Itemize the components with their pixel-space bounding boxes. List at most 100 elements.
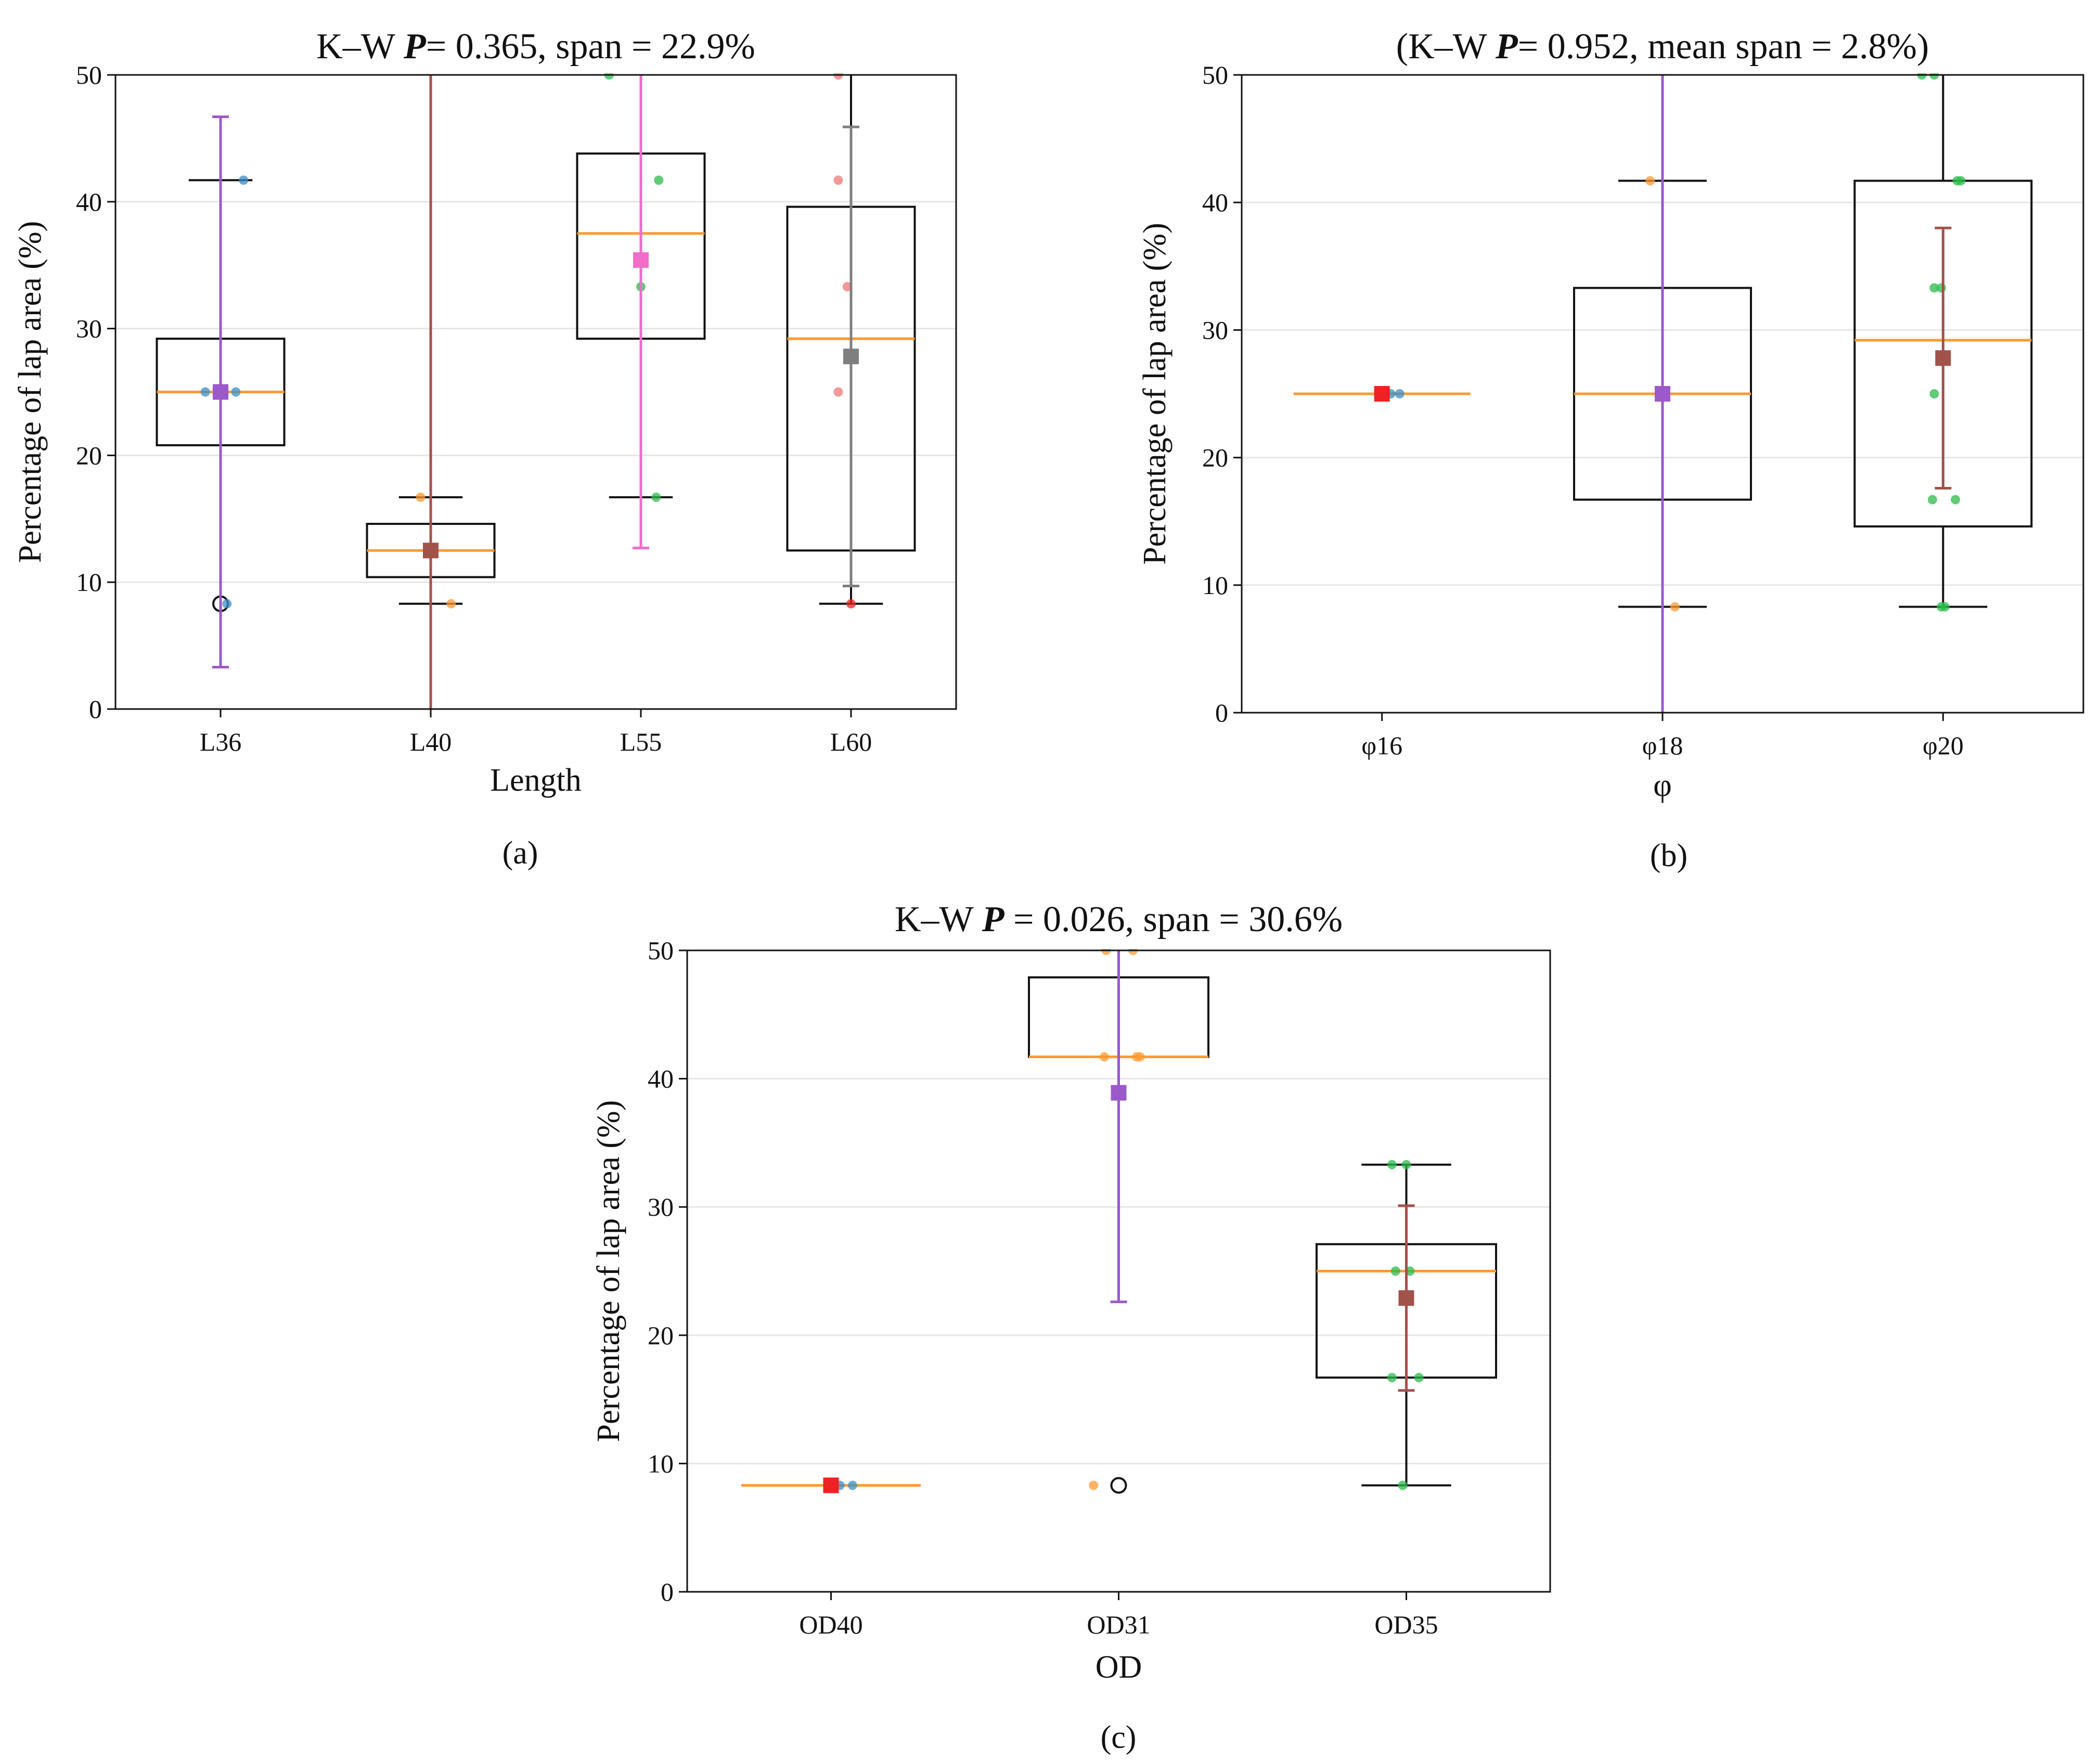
data-point — [231, 387, 241, 397]
x-tick-label: OD31 — [1087, 1610, 1150, 1639]
x-axis-label: φ — [1653, 768, 1672, 803]
box-group — [1293, 386, 1471, 402]
x-tick-label: OD35 — [1374, 1610, 1438, 1639]
y-tick-label: 30 — [76, 314, 102, 343]
y-tick-label: 20 — [648, 1321, 674, 1350]
data-point — [1670, 602, 1680, 612]
y-tick-label: 0 — [89, 694, 102, 724]
plot-area-c — [741, 949, 1497, 1494]
y-tick-label: 10 — [648, 1449, 674, 1478]
title-suffix: = 0.365, span = 22.9% — [426, 27, 755, 67]
x-tick-label: L60 — [830, 727, 872, 756]
mean-marker — [823, 1477, 839, 1493]
x-tick-label: φ16 — [1361, 731, 1402, 760]
box-group — [1853, 73, 2033, 612]
title-prefix: K–W — [895, 899, 982, 939]
title-p-symbol: P — [1495, 27, 1518, 67]
data-point — [239, 175, 249, 185]
panel-b: 0 10 20 30 40 50 φ16 φ18 φ20 (K–W P= 0.952, mean … — [1137, 27, 2084, 873]
y-tick-label: 0 — [1215, 698, 1228, 727]
data-point — [847, 1480, 857, 1490]
y-tick-label: 20 — [76, 441, 102, 470]
y-tick-label: 10 — [76, 568, 102, 597]
y-tick-label: 50 — [1202, 60, 1228, 89]
y-axis-label: Percentage of lap area (%) — [591, 1100, 626, 1442]
y-tick-label: 40 — [76, 187, 102, 216]
data-point — [1387, 1160, 1397, 1169]
plot-area-a — [156, 73, 916, 709]
data-point — [200, 387, 210, 397]
box-group — [1573, 75, 1752, 713]
data-point — [1956, 176, 1966, 186]
title-prefix: (K–W — [1396, 27, 1496, 67]
chart-title: K–W P= 0.365, span = 22.9% — [316, 27, 755, 67]
box-group — [786, 73, 916, 609]
mean-marker — [423, 543, 439, 559]
mean-marker — [213, 384, 228, 400]
chart-title: (K–W P= 0.952, mean span = 2.8%) — [1396, 27, 1929, 67]
y-tick-label: 20 — [1202, 443, 1228, 472]
mean-marker — [1935, 350, 1951, 366]
y-axis-label: Percentage of lap area (%) — [12, 221, 48, 563]
x-axis-label: Length — [490, 763, 582, 798]
outlier-marker — [1110, 1477, 1127, 1494]
axes-frame — [686, 949, 1551, 1593]
title-p-symbol: P — [403, 27, 427, 67]
data-point — [1387, 1373, 1397, 1383]
data-point — [651, 492, 661, 502]
title-suffix: = 0.952, mean span = 2.8%) — [1518, 27, 1929, 67]
x-axis-label: OD — [1096, 1650, 1142, 1685]
data-point — [1929, 389, 1939, 398]
data-point — [654, 175, 664, 185]
data-point — [1401, 1160, 1411, 1169]
data-point — [1951, 495, 1961, 505]
data-point — [1940, 602, 1950, 612]
y-tick-label: 40 — [1202, 188, 1228, 217]
x-tick-label: L36 — [200, 727, 242, 756]
box-iqr — [1853, 179, 2033, 528]
data-point — [222, 599, 232, 609]
data-point — [1395, 389, 1405, 398]
y-tick-label: 50 — [648, 936, 674, 965]
box-group — [1028, 949, 1209, 1494]
y-tick-label: 10 — [1202, 571, 1228, 600]
box-group — [366, 75, 496, 709]
mean-marker — [1655, 386, 1670, 402]
x-tick-label: L55 — [620, 727, 662, 756]
data-point — [1927, 495, 1937, 505]
axes-frame — [1241, 74, 2084, 714]
title-p-symbol: P — [982, 899, 1005, 939]
data-point — [416, 492, 426, 502]
y-tick-label: 0 — [661, 1577, 674, 1606]
title-suffix: = 0.026, span = 30.6% — [1004, 899, 1343, 939]
y-tick-label: 40 — [648, 1064, 674, 1093]
x-tick-label: φ20 — [1923, 731, 1964, 760]
mean-marker — [1398, 1290, 1414, 1306]
mean-marker — [1111, 1085, 1127, 1101]
mean-marker — [1374, 386, 1390, 402]
y-tick-label: 50 — [76, 60, 102, 89]
x-tick-label: OD40 — [799, 1610, 862, 1639]
axes-frame — [114, 74, 957, 710]
panel-caption: (b) — [1650, 838, 1687, 873]
panel-c: 0 10 20 30 40 50 OD40 OD31 OD35 K–W P = 0.026, sp… — [591, 899, 1551, 1755]
data-point — [846, 599, 856, 609]
x-tick-label: L40 — [410, 727, 452, 756]
mean-marker — [843, 349, 859, 365]
panel-a: 0 10 20 30 40 50 L36 L40 L55 L60 K–W P= 0.365, spa… — [12, 27, 957, 871]
data-point — [446, 599, 456, 609]
data-point — [833, 175, 843, 185]
data-point — [1135, 1052, 1145, 1062]
data-point — [833, 387, 843, 397]
chart-title: K–W P = 0.026, span = 30.6% — [895, 899, 1343, 939]
data-point — [1089, 1480, 1099, 1490]
data-point — [842, 282, 852, 292]
y-axis-label: Percentage of lap area (%) — [1137, 223, 1173, 564]
box-group — [156, 115, 286, 669]
data-point — [1390, 1266, 1400, 1276]
y-tick-label: 30 — [1202, 315, 1228, 344]
y-tick-label: 30 — [648, 1192, 674, 1221]
box-group — [1316, 1160, 1497, 1490]
title-prefix: K–W — [316, 27, 404, 67]
